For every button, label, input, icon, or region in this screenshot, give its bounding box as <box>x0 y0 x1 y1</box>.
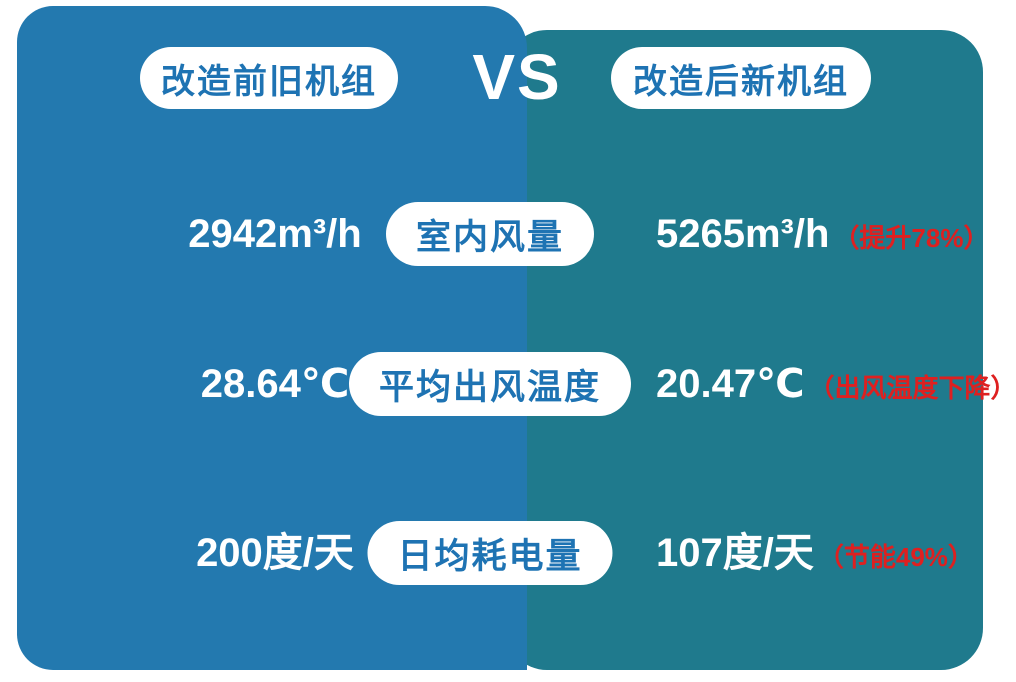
change-note: （出风温度下降） <box>808 373 1016 403</box>
before-value: 28.64℃ <box>200 362 350 406</box>
metric-pill: 平均出风温度 <box>348 352 632 416</box>
after-value: 107度/天 <box>656 531 814 575</box>
after-value-group: 107度/天 （节能49%） <box>656 520 974 590</box>
after-value-group: 20.47℃ （出风温度下降） <box>656 351 1016 421</box>
metric-row-temperature: 28.64℃ 平均出风温度 20.47℃ （出风温度下降） <box>0 351 1016 417</box>
metric-row-airflow: 2942m³/h 室内风量 5265m³/h （提升78%） <box>0 201 1016 267</box>
after-value: 20.47℃ <box>656 362 805 406</box>
before-value: 200度/天 <box>196 531 354 575</box>
metric-row-power: 200度/天 日均耗电量 107度/天 （节能49%） <box>0 520 1016 586</box>
after-value: 5265m³/h <box>656 212 830 256</box>
metric-label: 室内风量 <box>415 217 565 257</box>
change-note: （提升78%） <box>833 223 990 253</box>
after-badge: 改造后新机组 <box>611 47 871 109</box>
metric-pill: 日均耗电量 <box>367 521 613 585</box>
change-note: （节能49%） <box>817 542 974 572</box>
after-badge-label: 改造后新机组 <box>633 62 849 101</box>
after-value-group: 5265m³/h （提升78%） <box>656 201 989 271</box>
metric-label: 平均出风温度 <box>378 367 602 407</box>
before-value: 2942m³/h <box>188 212 362 256</box>
vs-label: VS <box>472 41 562 113</box>
before-badge-label: 改造前旧机组 <box>161 62 377 101</box>
before-badge: 改造前旧机组 <box>140 47 398 109</box>
metric-label: 日均耗电量 <box>397 536 583 576</box>
metric-pill: 室内风量 <box>385 202 595 266</box>
